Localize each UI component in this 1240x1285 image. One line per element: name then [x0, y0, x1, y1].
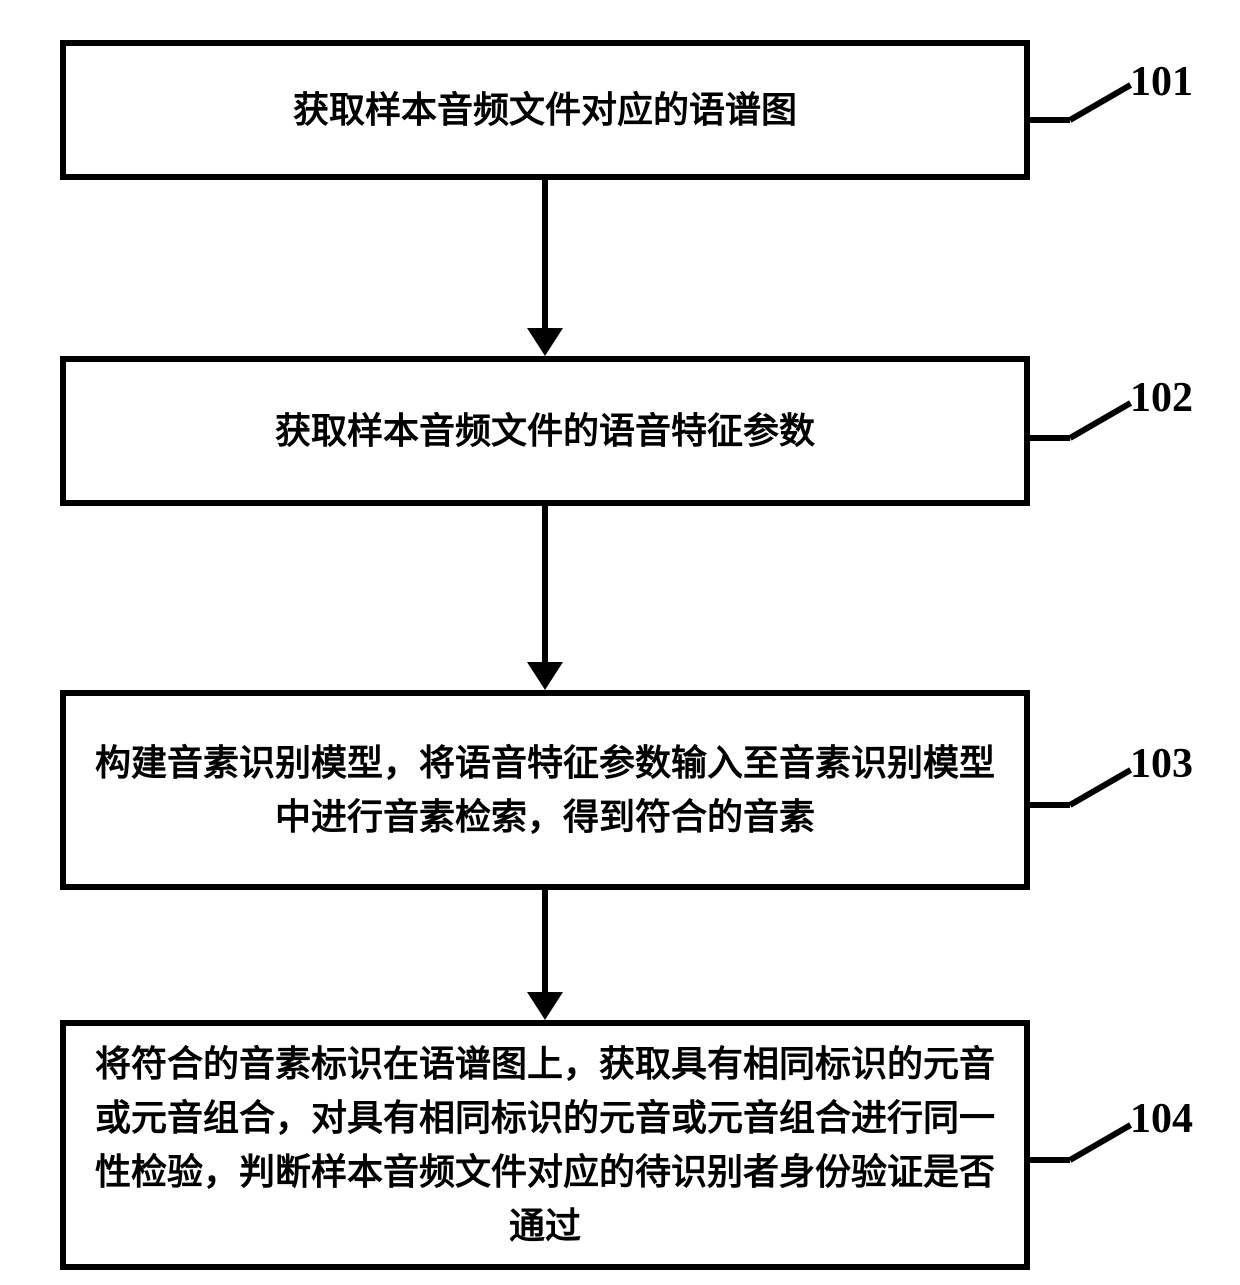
- step-label-104: 104: [1130, 1095, 1193, 1143]
- leader-4-diag: [1069, 1122, 1133, 1162]
- leader-3-h: [1030, 802, 1070, 808]
- flow-node-2-text: 获取样本音频文件的语音特征参数: [275, 404, 815, 458]
- leader-4-h: [1030, 1157, 1070, 1163]
- leader-2-diag: [1069, 400, 1133, 440]
- leader-1-diag: [1069, 82, 1133, 122]
- flow-node-3: 构建音素识别模型，将语音特征参数输入至音素识别模型中进行音素检索，得到符合的音素: [60, 690, 1030, 890]
- step-label-102: 102: [1130, 374, 1193, 422]
- arrow-2-line: [542, 506, 548, 662]
- flow-node-2: 获取样本音频文件的语音特征参数: [60, 356, 1030, 506]
- arrow-3-head: [527, 992, 563, 1020]
- flow-node-3-text: 构建音素识别模型，将语音特征参数输入至音素识别模型中进行音素检索，得到符合的音素: [90, 736, 1000, 844]
- arrow-1-head: [527, 328, 563, 356]
- arrow-1-line: [542, 180, 548, 328]
- leader-3-diag: [1069, 767, 1133, 807]
- arrow-2-head: [527, 662, 563, 690]
- flowchart-canvas: 获取样本音频文件对应的语谱图 获取样本音频文件的语音特征参数 构建音素识别模型，…: [0, 0, 1240, 1285]
- step-label-101: 101: [1130, 58, 1193, 106]
- arrow-3-line: [542, 890, 548, 992]
- leader-2-h: [1030, 435, 1070, 441]
- flow-node-1-text: 获取样本音频文件对应的语谱图: [293, 83, 797, 137]
- flow-node-4: 将符合的音素标识在语谱图上，获取具有相同标识的元音或元音组合，对具有相同标识的元…: [60, 1020, 1030, 1270]
- flow-node-1: 获取样本音频文件对应的语谱图: [60, 40, 1030, 180]
- step-label-103: 103: [1130, 740, 1193, 788]
- flow-node-4-text: 将符合的音素标识在语谱图上，获取具有相同标识的元音或元音组合，对具有相同标识的元…: [90, 1037, 1000, 1253]
- leader-1-h: [1030, 117, 1070, 123]
